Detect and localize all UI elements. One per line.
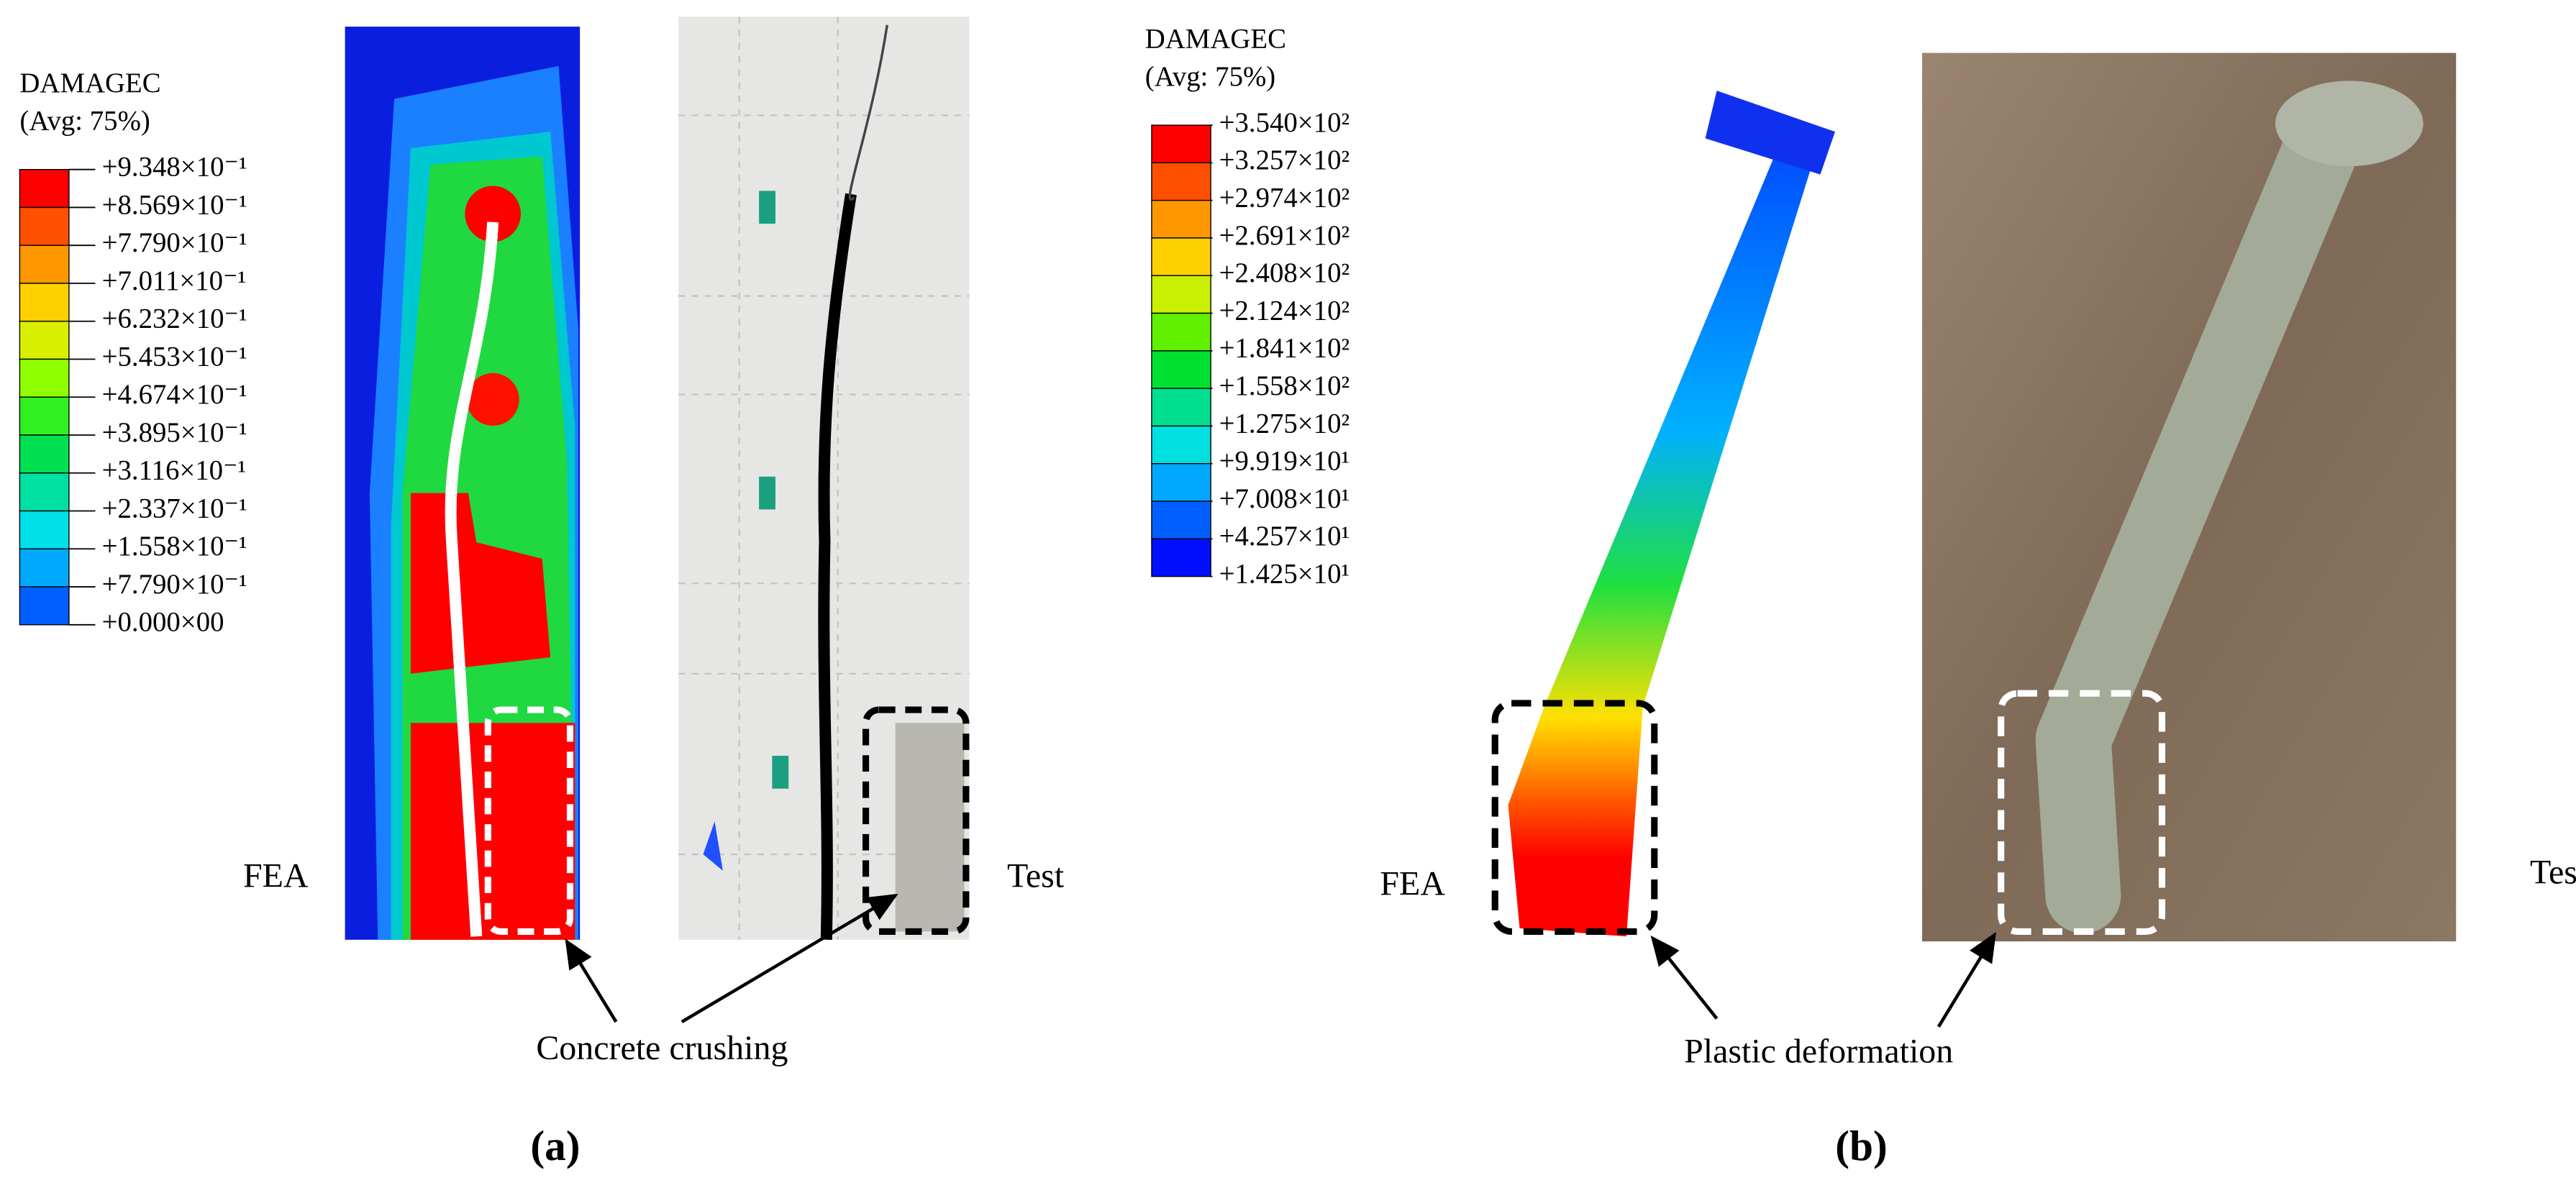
legend-label: +7.790×10⁻¹ — [102, 227, 247, 258]
legend-label: +9.348×10⁻¹ — [102, 152, 247, 183]
legend-swatch — [19, 434, 70, 474]
legend-swatch — [19, 548, 70, 588]
legend-label: +1.558×10⁻¹ — [102, 531, 247, 562]
arrow — [565, 938, 618, 1023]
legend-label: +3.540×10² — [1219, 107, 1350, 138]
legend-label: +3.257×10² — [1219, 145, 1350, 175]
legend-swatch — [19, 283, 70, 322]
fea-label: FEA — [243, 856, 309, 895]
legend-label: +1.275×10² — [1219, 408, 1350, 439]
legend-label: +2.124×10² — [1219, 295, 1350, 326]
legend-swatch — [1151, 275, 1211, 314]
fea-bolt-b — [1491, 91, 1836, 937]
legend-swatch — [19, 321, 70, 360]
legend-swatch — [19, 510, 70, 549]
legend-swatch — [1151, 538, 1211, 577]
legend-swatch — [19, 244, 70, 284]
legend-label: +0.000×00 — [102, 607, 224, 638]
panel-caption: (b) — [1835, 1122, 1888, 1169]
legend-swatch — [19, 206, 70, 246]
test-label: Test — [1007, 856, 1065, 895]
arrow — [1936, 932, 1996, 1028]
legend-swatch — [19, 586, 70, 626]
legend-label: +1.425×10¹ — [1219, 559, 1350, 590]
annotation: Concrete crushing — [536, 1029, 788, 1067]
legend-label: +3.895×10⁻¹ — [102, 417, 247, 448]
legend-swatch — [1151, 199, 1211, 239]
arrow — [1650, 935, 1719, 1020]
fea-contour-a — [345, 27, 581, 940]
legend-title: DAMAGEC — [1145, 23, 1286, 54]
legend-label: +2.691×10² — [1219, 220, 1350, 251]
legend-label: +5.453×10⁻¹ — [102, 341, 247, 372]
legend-label: +7.790×10⁻¹ — [102, 569, 247, 600]
legend-swatch — [1151, 237, 1211, 276]
legend-label: +9.919×10¹ — [1219, 446, 1350, 477]
legend-swatch — [1151, 162, 1211, 201]
legend-subtitle: (Avg: 75%) — [19, 106, 150, 137]
legend-label: +2.408×10² — [1219, 257, 1350, 288]
legend-swatch — [1151, 388, 1211, 427]
test-label: Test — [2530, 854, 2576, 892]
legend-swatch — [1151, 350, 1211, 389]
legend-title: DAMAGEC — [19, 68, 160, 99]
legend-subtitle: (Avg: 75%) — [1145, 61, 1275, 92]
legend-swatch — [1151, 463, 1211, 502]
panel-caption: (a) — [530, 1122, 580, 1169]
test-photo-b — [1922, 52, 2457, 942]
legend-swatch — [1151, 124, 1211, 164]
legend-swatch — [19, 396, 70, 436]
legend-swatch — [19, 472, 70, 512]
fea-label: FEA — [1380, 865, 1445, 903]
legend-swatch — [1151, 500, 1211, 540]
legend-swatch — [1151, 425, 1211, 465]
legend-label: +2.337×10⁻¹ — [102, 493, 247, 524]
legend-label: +8.569×10⁻¹ — [102, 189, 247, 220]
arrow — [681, 893, 898, 1023]
legend-label: +3.116×10⁻¹ — [102, 455, 247, 486]
test-photo-a — [678, 17, 970, 941]
legend-swatch — [19, 358, 70, 398]
annotation: Plastic deformation — [1684, 1033, 1953, 1071]
legend-swatch — [1151, 312, 1211, 352]
legend-label: +7.011×10⁻¹ — [102, 265, 247, 296]
legend-swatch — [19, 169, 70, 209]
legend-label: +6.232×10⁻¹ — [102, 303, 247, 334]
legend-label: +4.674×10⁻¹ — [102, 379, 247, 410]
legend-label: +2.974×10² — [1219, 183, 1350, 214]
legend-label: +1.558×10² — [1219, 370, 1350, 401]
legend-label: +1.841×10² — [1219, 333, 1350, 364]
legend-label: +7.008×10¹ — [1219, 483, 1350, 514]
legend-label: +4.257×10¹ — [1219, 521, 1350, 552]
